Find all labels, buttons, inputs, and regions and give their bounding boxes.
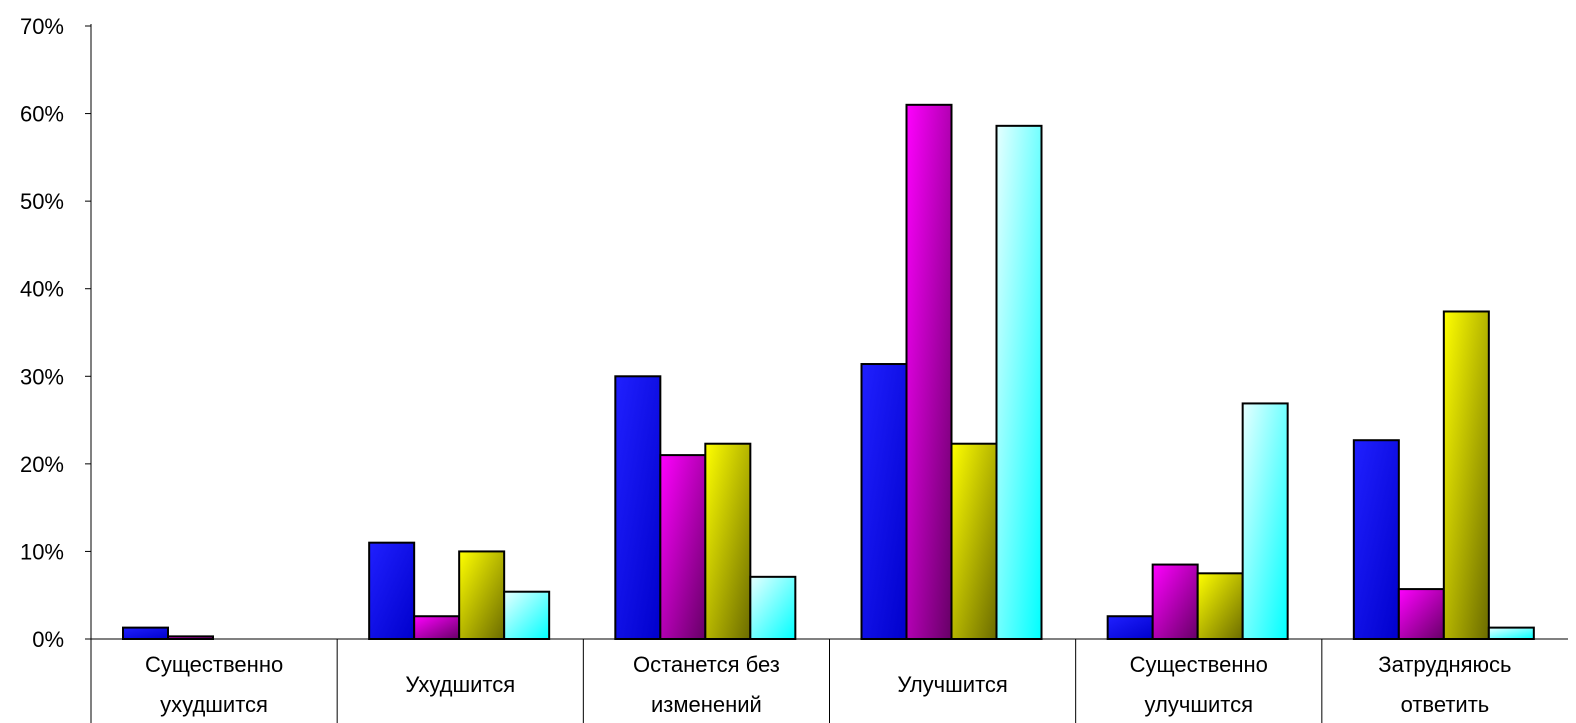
labels-layer: 0% 10% 20% 30% 40% 50% 60% 70% Существенно ухудши… <box>20 14 1512 717</box>
bar-s3-c5 <box>1196 572 1244 640</box>
bar-s1-c1 <box>122 626 169 641</box>
bar-s3-c3 <box>704 442 752 641</box>
bar-s3-c4 <box>950 442 998 641</box>
x-category-label: Существенно <box>145 652 283 677</box>
bar-s2-c3 <box>659 454 707 640</box>
bar-s3-c2 <box>458 550 506 641</box>
x-category-label: Останется без <box>633 652 780 677</box>
bar-s4-c2 <box>503 590 551 640</box>
bar-s4-c3 <box>749 575 797 640</box>
bar-s1-c5 <box>1106 615 1154 641</box>
x-category-label: улучшится <box>1145 692 1254 717</box>
x-category-label: Улучшится <box>897 672 1007 697</box>
x-category-label: изменений <box>651 692 762 717</box>
bar-s3-c6 <box>1442 310 1490 640</box>
bar-s2-c2 <box>413 615 461 641</box>
bar-s2-c6 <box>1397 588 1445 641</box>
bar-s1-c3 <box>614 375 662 640</box>
x-category-label: Затрудняюсь <box>1378 652 1511 677</box>
x-category-label: Ухудшится <box>405 672 515 697</box>
bar-s1-c2 <box>368 541 416 641</box>
y-tick-label: 10% <box>20 539 64 564</box>
bar-s4-c5 <box>1241 402 1289 640</box>
bar-s4-c6 <box>1487 626 1535 641</box>
axes-layer <box>85 24 1568 723</box>
bar-s1-c6 <box>1352 439 1400 640</box>
bar-s1-c4 <box>860 363 908 640</box>
y-tick-label: 40% <box>20 277 64 302</box>
y-tick-label: 0% <box>32 627 64 652</box>
x-category-label: ответить <box>1401 692 1490 717</box>
x-category-label: Существенно <box>1130 652 1268 677</box>
bar-s2-c5 <box>1151 563 1199 640</box>
y-tick-label: 20% <box>20 452 64 477</box>
y-tick-label: 70% <box>20 14 64 39</box>
bars-layer <box>122 103 1535 641</box>
bar-s2-c4 <box>905 103 953 641</box>
y-tick-label: 30% <box>20 364 64 389</box>
y-tick-label: 60% <box>20 102 64 127</box>
x-category-label: ухудшится <box>160 692 268 717</box>
y-tick-label: 50% <box>20 189 64 214</box>
bar-s4-c4 <box>995 124 1043 641</box>
